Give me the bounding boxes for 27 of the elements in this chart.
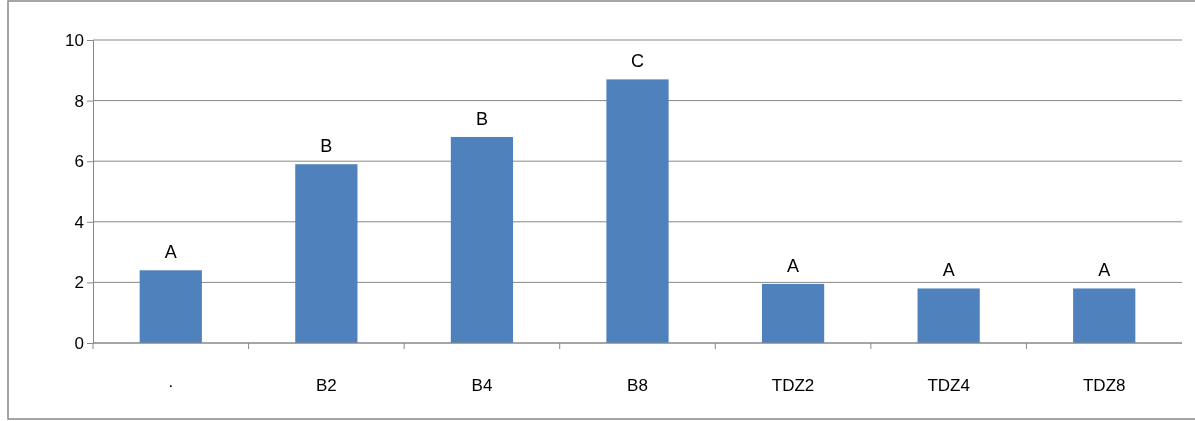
bar	[139, 270, 202, 343]
y-tick-label: 2	[74, 273, 84, 293]
annotation: C	[631, 51, 644, 72]
x-tick-label: TDZ8	[1082, 376, 1126, 396]
x-tick-label: B2	[315, 376, 337, 396]
x-tick-label: TDZ4	[927, 376, 970, 396]
annotation: B	[320, 136, 333, 157]
bar	[917, 288, 980, 343]
y-tick-label: 0	[74, 333, 84, 353]
x-tick-label: B4	[471, 376, 493, 396]
annotation: A	[1098, 260, 1111, 281]
bar	[1073, 288, 1136, 343]
x-tick-label: B8	[627, 376, 648, 396]
x-tick-label: ·	[167, 376, 174, 396]
bar	[450, 136, 514, 343]
y-tick-label: 6	[74, 152, 84, 172]
bar	[761, 283, 825, 343]
bar	[606, 79, 669, 343]
annotation: A	[787, 255, 800, 276]
annotation: A	[942, 260, 955, 281]
y-tick-label: 4	[74, 212, 84, 232]
x-tick-label: TDZ2	[771, 376, 815, 396]
annotation: B	[475, 108, 488, 129]
y-tick-label: 8	[74, 91, 84, 111]
y-tick-label: 10	[65, 30, 84, 50]
bar	[295, 164, 358, 343]
annotation: A	[164, 242, 177, 263]
